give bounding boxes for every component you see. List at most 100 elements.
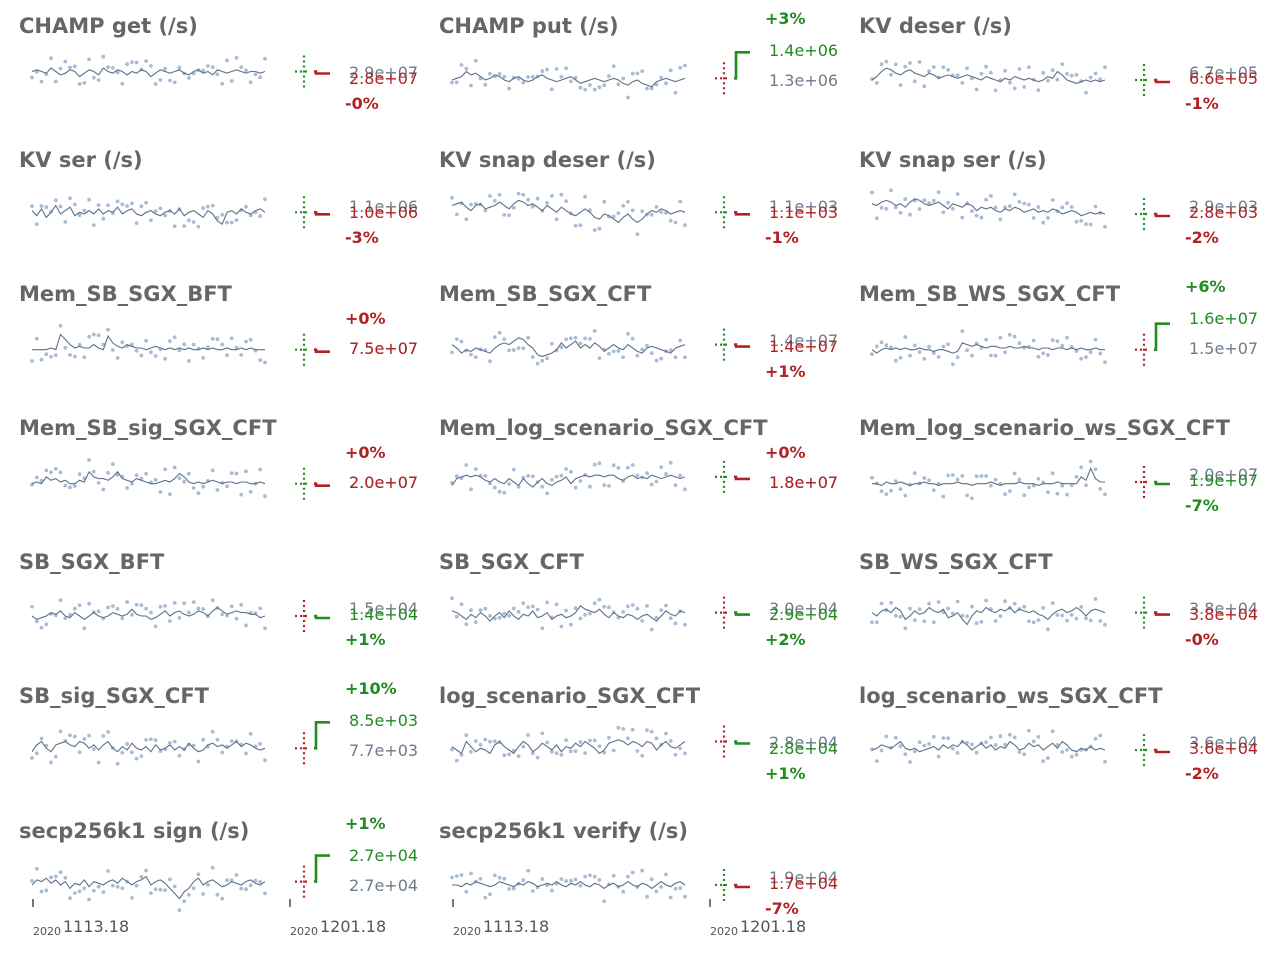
data-point (559, 752, 564, 757)
data-point (683, 751, 687, 756)
panel-title: Mem_SB_SGX_BFT (19, 282, 232, 306)
data-point (82, 737, 87, 741)
benchmark-panel: Mem_SB_SGX_BFT 7.5e+07 7.5e+07 +0% (0, 268, 420, 402)
data-point (39, 204, 44, 208)
data-point (635, 71, 640, 76)
data-point (49, 760, 53, 765)
data-point (659, 356, 664, 361)
data-point (635, 749, 640, 753)
data-point (540, 69, 545, 74)
data-point (893, 613, 898, 618)
data-point (1065, 618, 1069, 623)
data-point (659, 885, 664, 889)
data-point (1084, 355, 1088, 360)
data-point (535, 196, 540, 201)
data-point (106, 605, 110, 610)
data-point (1069, 754, 1074, 759)
data-point (177, 476, 182, 481)
data-point (34, 475, 39, 480)
data-point (30, 359, 34, 363)
data-point (1093, 597, 1098, 601)
change-percent-label: +1% (345, 814, 386, 833)
data-point (569, 878, 573, 883)
data-point (654, 82, 659, 87)
data-point (182, 601, 187, 606)
data-point (640, 618, 645, 623)
data-point (454, 874, 459, 878)
data-point (927, 742, 931, 746)
data-point (521, 475, 526, 480)
data-point (1003, 205, 1007, 210)
data-point (626, 331, 630, 336)
data-point (1103, 622, 1107, 627)
data-point (526, 75, 530, 79)
data-point (564, 467, 568, 471)
data-point (1088, 618, 1093, 623)
data-point (597, 461, 602, 466)
data-point (225, 878, 229, 883)
sparkline-chart: 2.7e+04 2.7e+04 +1% (30, 814, 418, 912)
previous-value-label: 1.1e+06 (349, 197, 418, 216)
data-point (220, 342, 225, 347)
data-point (974, 341, 979, 346)
data-point (1074, 219, 1079, 224)
data-point (993, 88, 998, 93)
data-point (960, 474, 965, 478)
current-value-label: 6.6e+05 (1189, 69, 1258, 88)
data-point (630, 727, 635, 732)
data-point (478, 742, 483, 747)
data-point (492, 198, 497, 203)
data-point (234, 616, 239, 621)
data-point (153, 887, 158, 892)
data-point (564, 738, 568, 742)
data-point (177, 616, 182, 620)
data-point (1012, 471, 1017, 476)
data-point (110, 66, 115, 70)
data-point (68, 612, 72, 617)
data-point (578, 883, 583, 888)
data-point (583, 87, 587, 92)
data-point (569, 470, 573, 474)
data-point (488, 71, 492, 76)
data-point (516, 346, 521, 350)
series-line (871, 198, 1106, 217)
sparkline-chart: 1.1e+031.1e+03 -1% (450, 191, 838, 247)
x-tick-date-end: 1201.18 (320, 917, 387, 936)
data-point (87, 601, 91, 606)
data-point (936, 190, 941, 195)
data-point (683, 223, 687, 228)
data-point (239, 886, 244, 891)
data-point (645, 728, 649, 733)
data-point (1036, 88, 1041, 93)
data-point (163, 66, 168, 71)
data-point (44, 622, 49, 627)
data-point (974, 621, 979, 626)
current-run-step (734, 611, 750, 616)
change-percent-label: -2% (1185, 228, 1219, 247)
data-point (1088, 75, 1093, 80)
data-point (931, 198, 936, 203)
data-point (960, 613, 965, 618)
data-point (1046, 627, 1050, 632)
sparkline-chart: 2.8e+042.8e+04 +1% (450, 725, 838, 783)
data-point (182, 224, 187, 228)
change-percent-label: -7% (765, 899, 799, 918)
data-point (559, 345, 564, 350)
data-point (569, 622, 573, 627)
data-point (1046, 490, 1050, 495)
data-point (77, 889, 82, 894)
data-point (144, 338, 149, 343)
data-point (454, 758, 459, 763)
data-point (1046, 78, 1050, 83)
data-point (960, 81, 965, 85)
data-point (1017, 477, 1022, 482)
data-point (974, 474, 979, 479)
data-point (521, 80, 526, 85)
data-point (927, 478, 931, 483)
data-point (201, 206, 206, 210)
data-point (459, 752, 464, 757)
data-point (1046, 353, 1050, 357)
data-point (526, 335, 530, 340)
data-point (1050, 68, 1055, 72)
data-point (244, 887, 248, 892)
